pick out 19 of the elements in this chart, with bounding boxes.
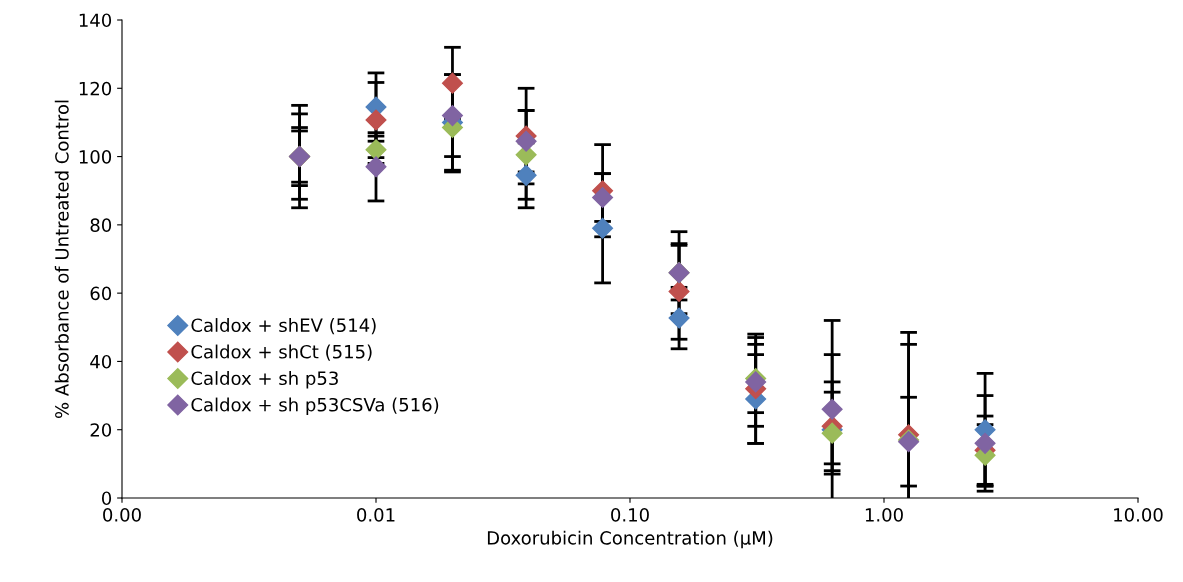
y-tick-label: 60 bbox=[90, 286, 112, 301]
x-tick-label: 1.00 bbox=[865, 508, 903, 522]
y-tick-label: 140 bbox=[79, 13, 112, 28]
y-tick-label: 80 bbox=[90, 218, 112, 232]
y-tick-label: 40 bbox=[90, 354, 112, 369]
legend-label: Caldox + shCt (515) bbox=[191, 344, 372, 361]
x-tick-label: 0.01 bbox=[357, 508, 395, 522]
y-tick-label: 120 bbox=[79, 81, 112, 96]
legend-label: Caldox + sh p53CSVa (516) bbox=[191, 397, 439, 416]
x-tick-label: 10.00 bbox=[1114, 508, 1163, 522]
x-tick-label: 0.00 bbox=[103, 508, 141, 522]
x-axis-title: Doxorubicin Concentration (µM) bbox=[487, 530, 773, 549]
x-tick-label: 0.10 bbox=[611, 508, 649, 522]
y-tick-label: 100 bbox=[79, 150, 112, 164]
y-axis-title: % Absorbance of Untreated Control bbox=[54, 100, 69, 419]
legend-label: Caldox + shEV (514) bbox=[191, 318, 376, 335]
y-tick-label: 20 bbox=[90, 423, 112, 437]
y-tick-label: 0 bbox=[101, 491, 112, 506]
legend-label: Caldox + sh p53 bbox=[191, 371, 338, 389]
